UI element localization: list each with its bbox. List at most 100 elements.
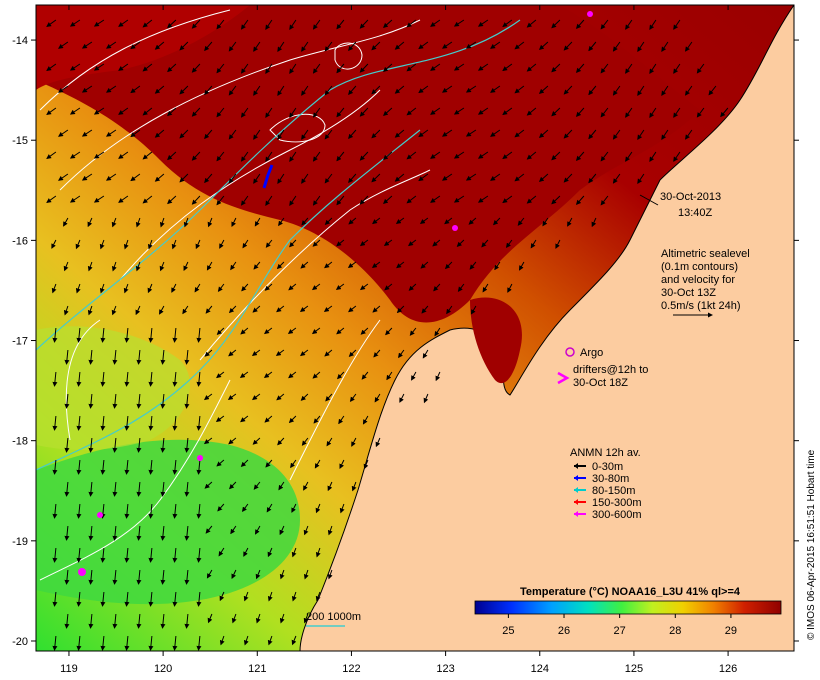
velocity-arrow xyxy=(526,19,537,28)
velocity-arrow xyxy=(514,173,525,182)
velocity-arrow xyxy=(313,415,321,424)
velocity-arrow xyxy=(167,107,177,117)
velocity-arrow xyxy=(154,173,165,182)
velocity-arrow xyxy=(215,415,225,423)
velocity-arrow xyxy=(279,525,285,536)
velocity-arrow xyxy=(76,415,82,431)
velocity-arrow xyxy=(348,85,357,96)
velocity-arrow xyxy=(708,85,717,96)
velocity-arrow xyxy=(240,107,249,118)
velocity-arrow xyxy=(327,569,333,580)
velocity-arrow xyxy=(563,41,573,51)
velocity-arrow xyxy=(228,173,237,184)
velocity-arrow xyxy=(99,283,105,294)
credit-text: © IMOS 06-Apr-2015 16:51:51 Hobart time xyxy=(806,449,817,640)
velocity-arrow xyxy=(172,415,178,431)
velocity-arrow xyxy=(418,85,429,94)
velocity-arrow xyxy=(265,459,273,468)
velocity-arrow xyxy=(93,19,105,27)
velocity-arrow xyxy=(418,129,429,138)
velocity-arrow xyxy=(253,173,261,184)
velocity-arrow xyxy=(588,173,597,184)
velocity-arrow xyxy=(124,459,130,475)
velocity-arrow xyxy=(336,151,345,162)
velocity-arrow xyxy=(124,503,130,519)
velocity-arrow xyxy=(287,327,297,334)
velocity-arrow xyxy=(124,635,130,651)
velocity-arrow xyxy=(105,41,117,49)
velocity-arrow xyxy=(111,305,117,316)
velocity-arrow xyxy=(240,327,249,335)
velocity-arrow xyxy=(136,613,142,629)
velocity-arrow xyxy=(118,63,129,71)
lon-tick-label: 122 xyxy=(342,663,360,675)
velocity-arrow xyxy=(430,151,441,159)
velocity-arrow xyxy=(159,305,165,315)
velocity-arrow xyxy=(649,19,657,30)
velocity-arrow xyxy=(526,151,537,160)
velocity-arrow xyxy=(538,129,549,138)
sealevel-contours xyxy=(39,9,431,581)
velocity-arrow xyxy=(637,173,645,184)
velocity-arrow xyxy=(625,107,633,118)
velocity-arrow xyxy=(218,547,225,557)
velocity-arrow xyxy=(88,569,94,585)
velocity-arrow xyxy=(419,217,429,225)
velocity-arrow xyxy=(348,349,357,357)
velocity-arrow xyxy=(311,327,321,335)
velocity-arrow xyxy=(315,547,321,558)
velocity-arrow xyxy=(105,85,117,93)
velocity-arrow xyxy=(575,63,585,73)
lon-tick-label: 125 xyxy=(625,663,643,675)
velocity-arrow xyxy=(303,569,309,580)
velocity-arrow xyxy=(490,129,501,137)
velocity-arrow xyxy=(76,547,82,563)
velocity-arrow xyxy=(612,173,621,184)
velocity-arrow xyxy=(375,437,381,448)
velocity-arrow xyxy=(112,393,118,409)
velocity-arrow xyxy=(154,85,165,94)
velocity-arrow xyxy=(303,525,309,536)
velocity-arrow xyxy=(130,129,141,138)
map-frame xyxy=(35,4,795,652)
velocity-arrow xyxy=(312,195,321,206)
velocity-arrow xyxy=(348,129,357,140)
velocity-arrow xyxy=(51,239,57,249)
velocity-arrow xyxy=(394,129,405,138)
velocity-arrow xyxy=(418,41,429,50)
velocity-arrow xyxy=(374,393,381,403)
anmn-item-label: 0-30m xyxy=(592,461,623,473)
velocity-arrow xyxy=(551,19,561,29)
velocity-arrow xyxy=(136,393,142,409)
velocity-arrow xyxy=(184,569,190,585)
velocity-arrow xyxy=(696,107,705,118)
velocity-arrow xyxy=(229,481,237,490)
velocity-arrow xyxy=(453,107,465,115)
velocity-arrow xyxy=(148,635,154,651)
velocity-arrow xyxy=(52,371,58,387)
velocity-arrow xyxy=(277,85,285,97)
velocity-arrow xyxy=(301,41,309,52)
velocity-arrow xyxy=(600,63,609,74)
velocity-arrow xyxy=(339,503,345,514)
velocity-arrow xyxy=(453,195,465,203)
velocity-arrow xyxy=(477,151,489,159)
velocity-arrow xyxy=(147,239,153,250)
velocity-arrow xyxy=(52,635,58,651)
timestamp-leader xyxy=(639,194,659,206)
velocity-arrow xyxy=(291,503,297,513)
velocity-arrow xyxy=(46,195,57,204)
velocity-arrow xyxy=(277,173,285,185)
velocity-arrow xyxy=(219,591,225,602)
velocity-arrow xyxy=(52,415,58,431)
velocity-arrow xyxy=(160,393,166,409)
velocity-arrow xyxy=(325,393,333,402)
velocity-arrow xyxy=(359,239,369,247)
velocity-arrow xyxy=(205,305,213,314)
velocity-arrow xyxy=(588,85,597,96)
velocity-arrow xyxy=(172,547,178,563)
velocity-arrow xyxy=(336,195,345,206)
velocity-arrow xyxy=(637,85,645,96)
